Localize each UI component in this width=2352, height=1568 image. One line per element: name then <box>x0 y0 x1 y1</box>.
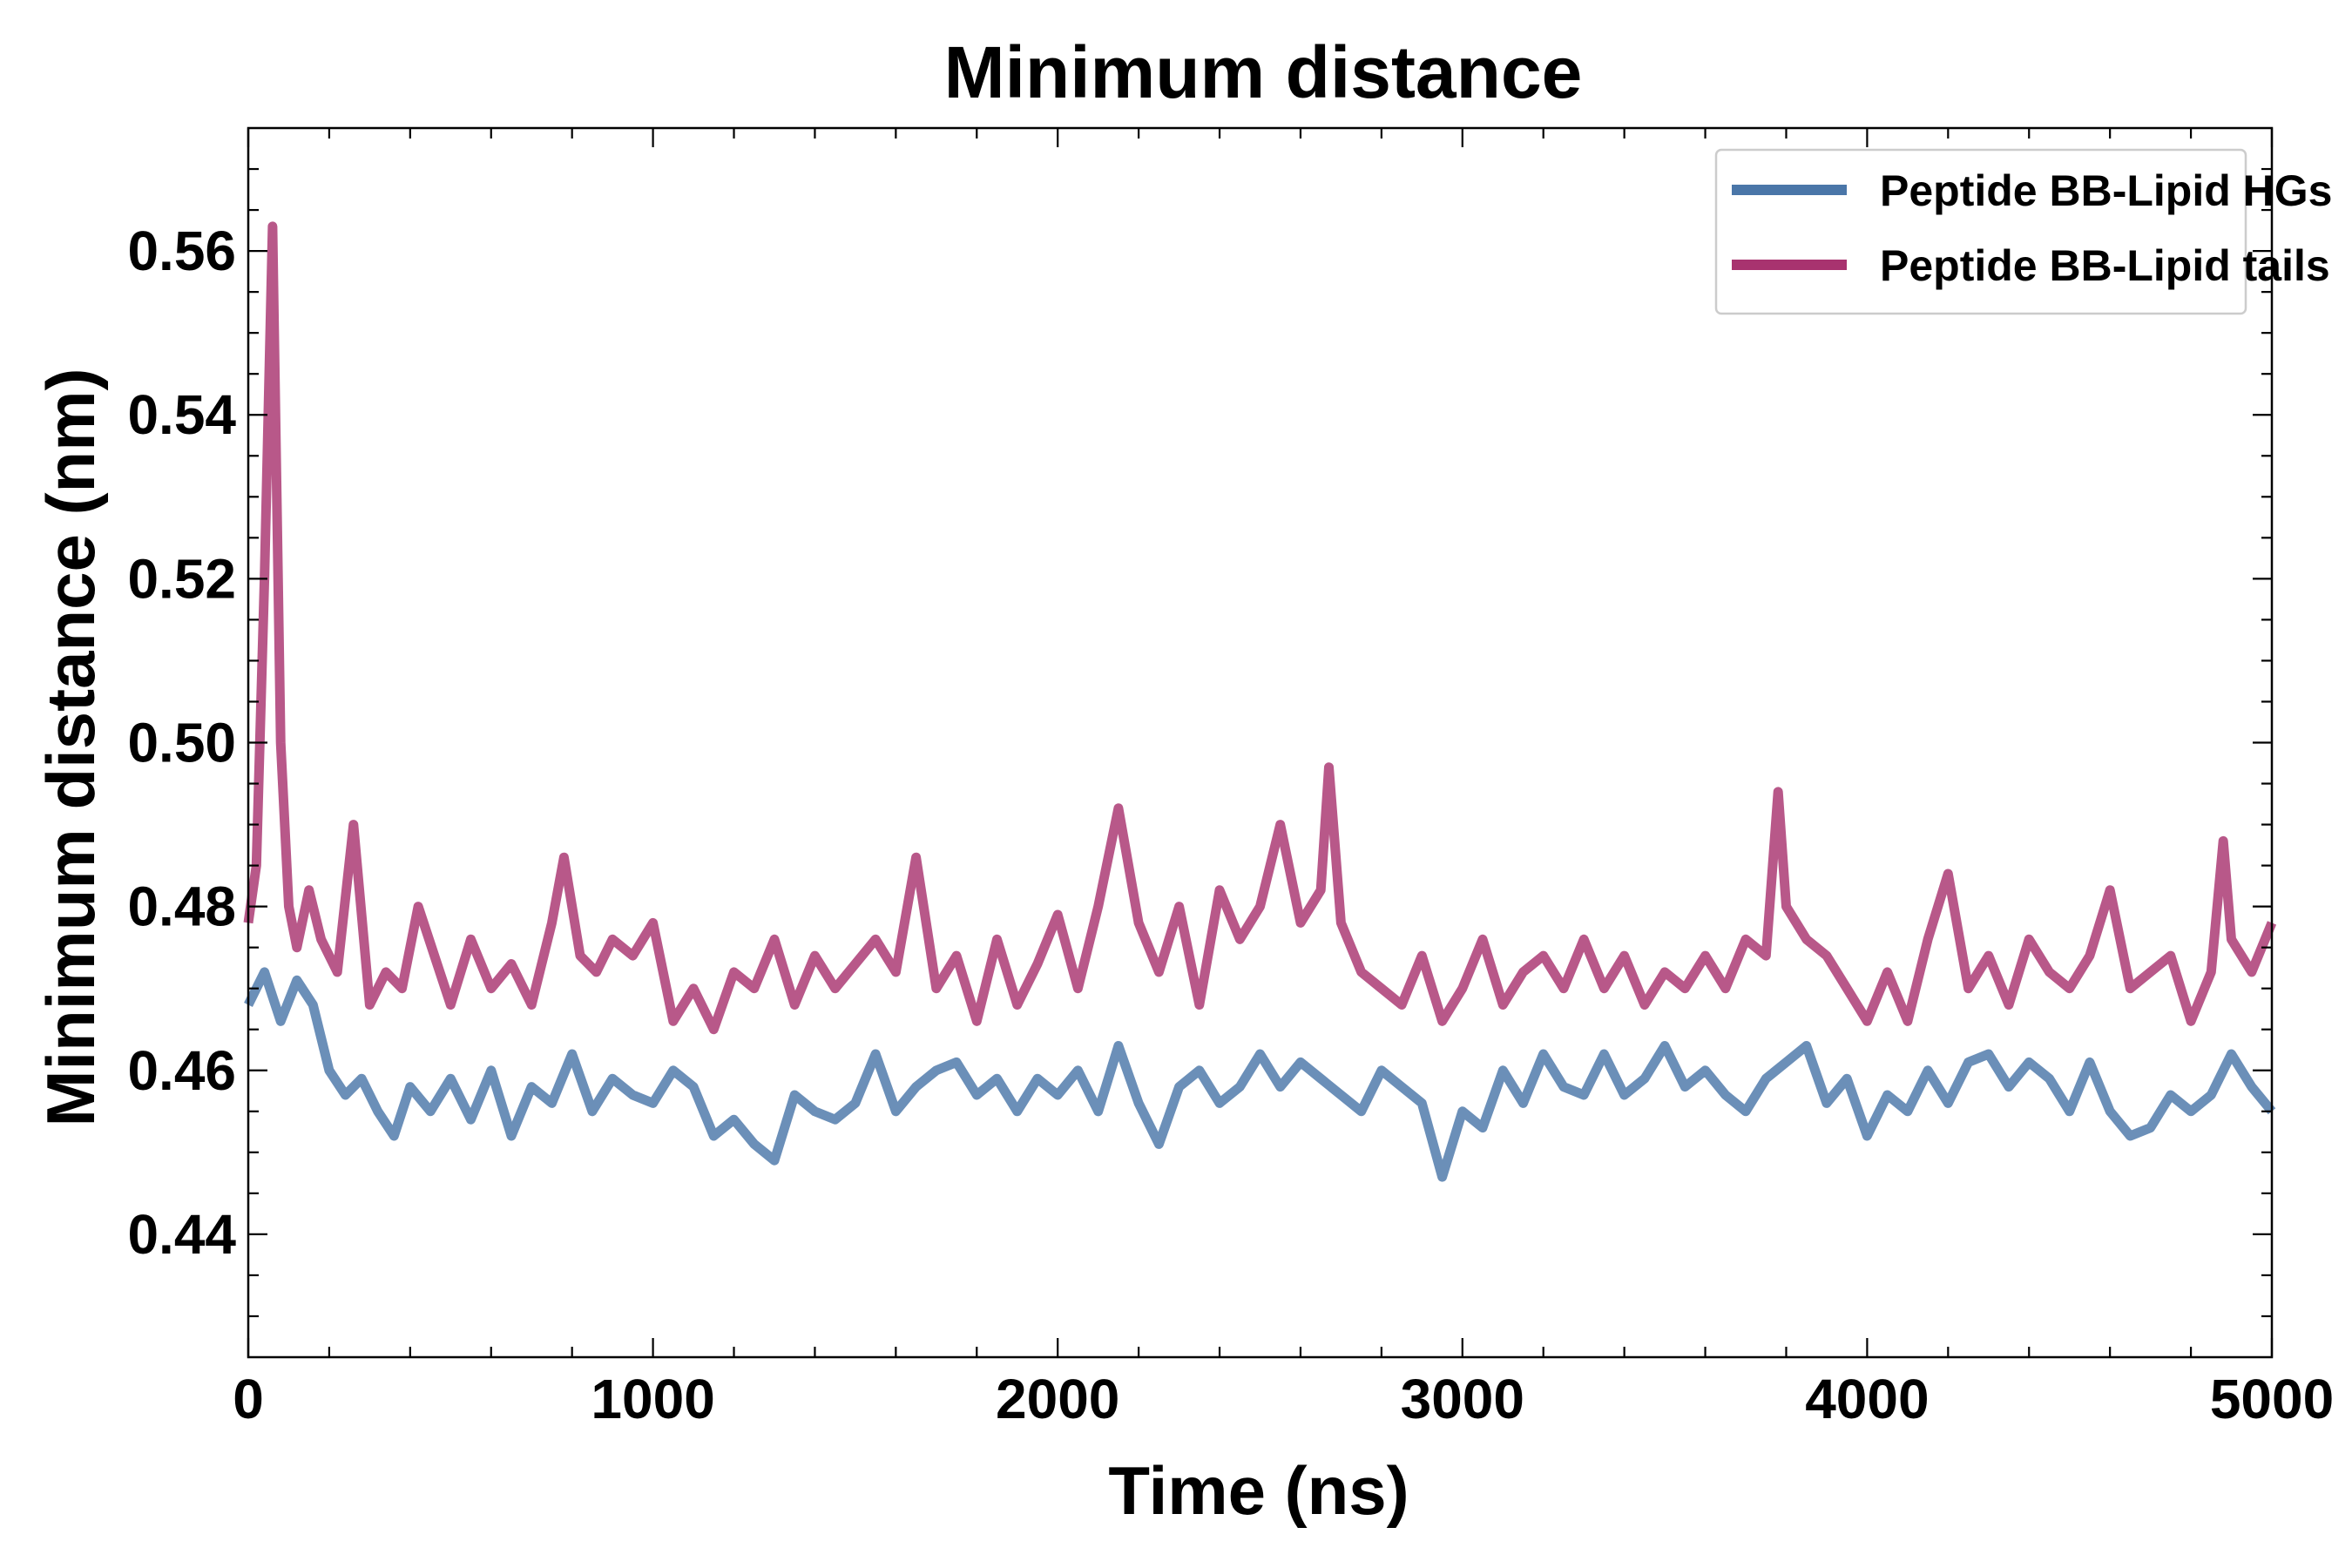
y-tick-label: 0.50 <box>127 712 236 774</box>
y-tick-label: 0.56 <box>127 220 236 282</box>
series-line-0 <box>244 967 2276 1182</box>
y-tick-label: 0.54 <box>127 383 236 446</box>
x-tick-label: 1000 <box>591 1368 714 1430</box>
legend: Peptide BB-Lipid HGs Peptide BB-Lipid ta… <box>1714 148 2332 315</box>
axis-tick-labels: 0 1000 2000 3000 4000 5000 0.44 0.46 0.48 0.50 0.5… <box>127 220 2334 1430</box>
x-tick-label: 2000 <box>996 1368 1119 1430</box>
y-tick-label: 0.48 <box>127 875 236 938</box>
x-tick-label: 5000 <box>2210 1368 2334 1430</box>
plot-lines <box>243 221 2277 1182</box>
x-tick-label: 4000 <box>1805 1368 1929 1430</box>
axis-ticks <box>247 128 2274 1357</box>
chart-title: Minimum distance <box>944 31 1583 113</box>
legend-label-tails: Peptide BB-Lipid tails <box>1880 241 2330 290</box>
x-axis-label: Time (ns) <box>1108 1452 1409 1529</box>
y-tick-label: 0.44 <box>127 1203 236 1266</box>
y-tick-label: 0.46 <box>127 1039 236 1102</box>
x-tick-label: 3000 <box>1401 1368 1524 1430</box>
series-line-1 <box>243 221 2277 1035</box>
legend-label-hgs: Peptide BB-Lipid HGs <box>1880 166 2332 215</box>
y-axis-label: Minimum distance (nm) <box>32 368 109 1126</box>
y-tick-label: 0.52 <box>127 547 236 610</box>
x-tick-label: 0 <box>233 1368 264 1430</box>
legend-box <box>1714 148 2247 315</box>
